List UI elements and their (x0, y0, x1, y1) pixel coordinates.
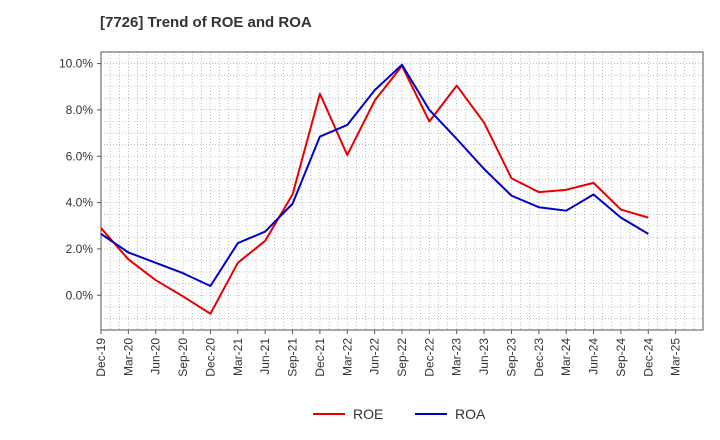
x-tick-label: Jun-22 (368, 338, 382, 375)
x-tick-label: Dec-23 (532, 338, 546, 377)
y-tick-label: 4.0% (66, 196, 94, 210)
x-tick-label: Sep-22 (395, 338, 409, 377)
x-tick-label: Mar-21 (231, 338, 245, 376)
grid (101, 52, 703, 330)
x-axis: Dec-19 Mar-20 Jun-20 Sep-20 Dec-20 Mar-21 Jun-… (94, 330, 683, 377)
x-tick-label: Dec-24 (641, 338, 655, 377)
y-tick-label: 10.0% (59, 57, 93, 71)
x-tick-label: Jun-23 (477, 338, 491, 375)
x-tick-label: Sep-23 (504, 338, 518, 377)
x-tick-label: Jun-21 (258, 338, 272, 375)
x-tick-label: Dec-22 (422, 338, 436, 377)
x-tick-label: Jun-24 (587, 338, 601, 375)
x-tick-label: Sep-21 (286, 338, 300, 377)
legend-label-roe: ROE (353, 406, 383, 422)
x-tick-label: Dec-19 (94, 338, 108, 377)
y-tick-label: 0.0% (66, 288, 94, 302)
x-tick-label: Mar-23 (450, 338, 464, 376)
legend: ROE ROA (313, 406, 486, 422)
chart-title: [7726] Trend of ROE and ROA (100, 14, 312, 31)
series-line-roa (100, 63, 649, 287)
legend-label-roa: ROA (455, 406, 486, 422)
x-tick-label: Mar-24 (559, 338, 573, 376)
x-tick-label: Jun-20 (149, 338, 163, 375)
x-tick-label: Dec-20 (203, 338, 217, 377)
x-tick-label: Sep-24 (614, 338, 628, 377)
y-tick-label: 8.0% (66, 103, 94, 117)
series (100, 63, 649, 315)
x-tick-label: Sep-20 (176, 338, 190, 377)
y-tick-label: 2.0% (66, 242, 94, 256)
y-axis: 0.0% 2.0% 4.0% 6.0% 8.0% 10.0% (59, 57, 101, 302)
x-tick-label: Dec-21 (313, 338, 327, 377)
x-tick-label: Mar-20 (121, 338, 135, 376)
x-tick-label: Mar-25 (669, 338, 683, 376)
x-tick-label: Mar-22 (340, 338, 354, 376)
series-line-roe (100, 64, 649, 315)
y-tick-label: 6.0% (66, 149, 94, 163)
